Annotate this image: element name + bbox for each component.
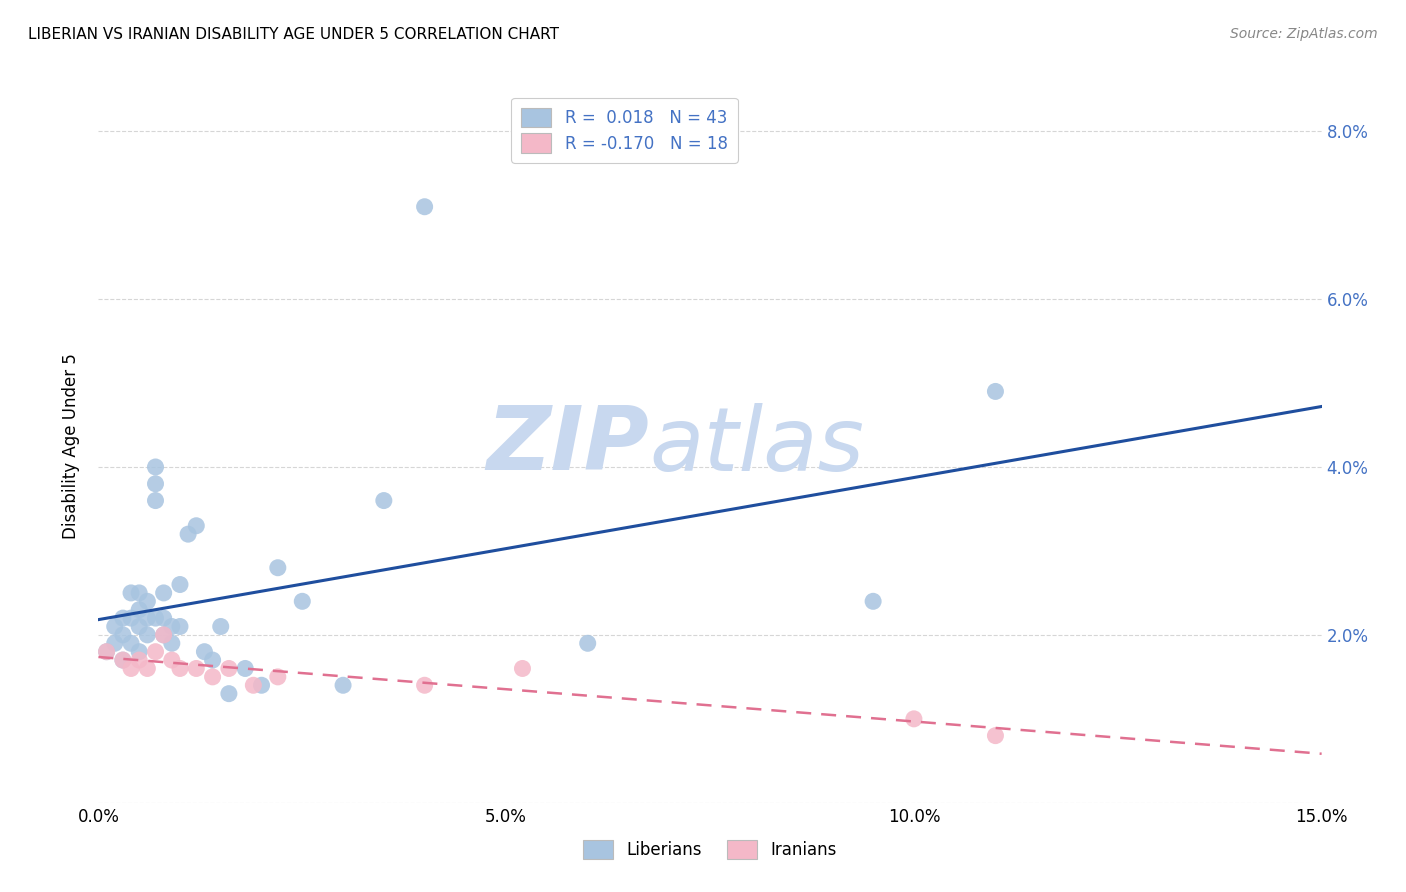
Point <box>218 661 240 675</box>
Point <box>136 594 159 608</box>
Point <box>120 586 142 600</box>
Text: atlas: atlas <box>650 403 863 489</box>
Point <box>169 577 191 591</box>
Legend: Liberians, Iranians: Liberians, Iranians <box>576 833 844 866</box>
Point <box>96 645 118 659</box>
Point <box>152 611 174 625</box>
Point <box>128 645 150 659</box>
Point <box>145 645 167 659</box>
Text: ZIP: ZIP <box>486 402 650 490</box>
Point <box>128 603 150 617</box>
Point <box>218 687 240 701</box>
Point <box>120 611 142 625</box>
Point <box>128 653 150 667</box>
Point <box>186 518 208 533</box>
Point <box>128 619 150 633</box>
Point <box>903 712 925 726</box>
Point <box>145 611 167 625</box>
Y-axis label: Disability Age Under 5: Disability Age Under 5 <box>62 353 80 539</box>
Point <box>160 636 183 650</box>
Point <box>576 636 599 650</box>
Point <box>413 678 436 692</box>
Point <box>186 661 208 675</box>
Point <box>152 586 174 600</box>
Point <box>111 611 134 625</box>
Text: Source: ZipAtlas.com: Source: ZipAtlas.com <box>1230 27 1378 41</box>
Point <box>145 476 167 491</box>
Point <box>169 661 191 675</box>
Point <box>128 586 150 600</box>
Point <box>96 645 118 659</box>
Point <box>373 493 395 508</box>
Point <box>104 636 127 650</box>
Text: LIBERIAN VS IRANIAN DISABILITY AGE UNDER 5 CORRELATION CHART: LIBERIAN VS IRANIAN DISABILITY AGE UNDER… <box>28 27 560 42</box>
Point <box>111 653 134 667</box>
Point <box>291 594 314 608</box>
Point <box>209 619 232 633</box>
Point <box>111 653 134 667</box>
Point <box>332 678 354 692</box>
Point <box>984 729 1007 743</box>
Point <box>413 200 436 214</box>
Point <box>250 678 273 692</box>
Point <box>111 628 134 642</box>
Point <box>177 527 200 541</box>
Point <box>145 493 167 508</box>
Point <box>233 661 256 675</box>
Point <box>267 670 290 684</box>
Point <box>169 619 191 633</box>
Point <box>120 661 142 675</box>
Point <box>152 628 174 642</box>
Point <box>193 645 215 659</box>
Point <box>120 636 142 650</box>
Point <box>201 670 224 684</box>
Point <box>104 619 127 633</box>
Point <box>201 653 224 667</box>
Point <box>160 653 183 667</box>
Point <box>160 619 183 633</box>
Point <box>145 460 167 475</box>
Point <box>267 560 290 574</box>
Point <box>136 611 159 625</box>
Point <box>242 678 264 692</box>
Point <box>152 628 174 642</box>
Point <box>512 661 534 675</box>
Point <box>136 661 159 675</box>
Point <box>984 384 1007 399</box>
Point <box>862 594 884 608</box>
Point <box>136 628 159 642</box>
